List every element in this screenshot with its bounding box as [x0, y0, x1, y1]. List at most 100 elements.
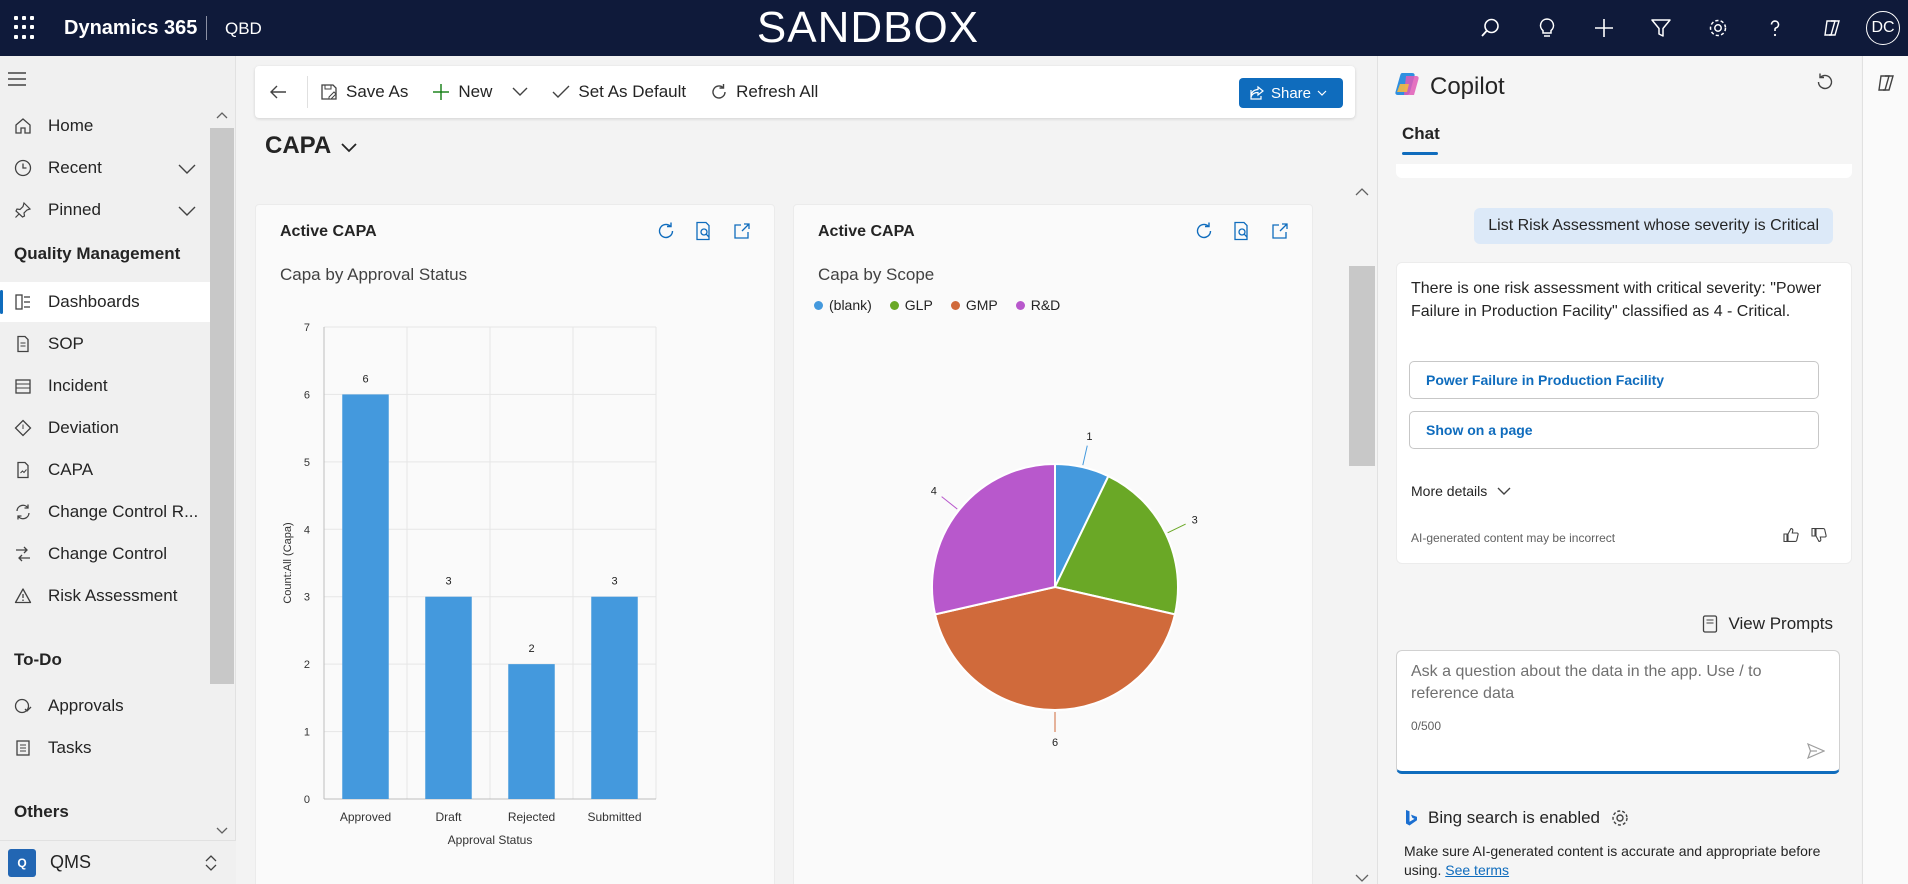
view-records-icon[interactable]	[1230, 219, 1254, 243]
chart-legend: (blank) GLP GMP R&D	[814, 297, 1060, 313]
thumbs-up-icon[interactable]	[1783, 527, 1799, 548]
view-prompts-label: View Prompts	[1728, 614, 1833, 633]
nav-item-home[interactable]: Home	[0, 106, 210, 146]
y-tick-label: 5	[304, 457, 310, 469]
nav-item-change-control[interactable]: Change Control	[0, 534, 210, 574]
nav-item-incident[interactable]: Incident	[0, 366, 210, 406]
expand-chart-icon[interactable]	[730, 219, 754, 243]
legend-item[interactable]: GMP	[950, 297, 998, 313]
back-arrow-icon	[270, 85, 286, 99]
side-pane-strip	[1862, 56, 1908, 884]
nav-item-recent[interactable]: Recent	[0, 148, 210, 188]
y-tick-label: 1	[304, 727, 310, 739]
chevron-down-icon[interactable]	[178, 160, 196, 180]
sync-icon	[12, 503, 34, 521]
legend-item[interactable]: (blank)	[814, 297, 872, 313]
refresh-icon[interactable]	[654, 219, 678, 243]
nav-item-approvals[interactable]: Approvals	[0, 686, 210, 726]
nav-item-label: Incident	[48, 376, 108, 395]
tasks-icon	[12, 739, 34, 757]
app-brand[interactable]: Dynamics 365	[64, 17, 198, 39]
copilot-icon[interactable]	[1875, 72, 1897, 99]
app-area-name[interactable]: QBD	[225, 19, 262, 38]
show-on-page-button[interactable]: Show on a page	[1409, 411, 1819, 449]
bar-chart: 0 1 2 3 4 5 6 7 6 Approved 3 Draft 2 Rejected 3 Submitt…	[282, 322, 657, 847]
diamond-icon	[12, 419, 34, 437]
scroll-down-icon[interactable]	[216, 822, 228, 840]
pin-icon	[12, 201, 34, 219]
copilot-response-card: There is one risk assessment with critic…	[1396, 262, 1852, 564]
refresh-icon[interactable]	[1192, 219, 1216, 243]
previous-message-card	[1396, 164, 1852, 178]
area-switcher[interactable]: Q QMS	[0, 840, 236, 884]
copilot-pane: Copilot Chat List Risk Assessment whose …	[1377, 56, 1861, 884]
chevron-down-icon[interactable]	[512, 87, 528, 97]
refresh-all-label: Refresh All	[736, 82, 819, 101]
app-launcher-icon[interactable]	[14, 16, 38, 40]
thumbs-down-icon[interactable]	[1811, 527, 1827, 548]
chevron-down-icon[interactable]	[178, 202, 196, 222]
y-tick-label: 3	[304, 592, 310, 604]
checkmark-icon	[552, 85, 570, 98]
nav-item-dashboards[interactable]: Dashboards	[0, 282, 210, 322]
search-icon[interactable]	[1461, 0, 1518, 56]
expand-chart-icon[interactable]	[1268, 219, 1292, 243]
gear-icon[interactable]	[1689, 0, 1746, 56]
new-button[interactable]: New	[420, 66, 540, 118]
back-button[interactable]	[255, 66, 307, 118]
nav-item-capa[interactable]: CAPA	[0, 450, 210, 490]
set-as-default-label: Set As Default	[578, 82, 687, 101]
set-as-default-button[interactable]: Set As Default	[540, 66, 698, 118]
legend-item[interactable]: R&D	[1015, 297, 1060, 313]
user-avatar[interactable]: DC	[1866, 11, 1900, 45]
gear-icon[interactable]	[1610, 808, 1630, 828]
refresh-all-button[interactable]: Refresh All	[698, 66, 830, 118]
main-scrollbar[interactable]	[1349, 188, 1375, 884]
lightbulb-icon[interactable]	[1518, 0, 1575, 56]
prompt-book-icon	[1703, 615, 1718, 633]
view-records-icon[interactable]	[692, 219, 716, 243]
view-prompts-button[interactable]: View Prompts	[1702, 614, 1833, 634]
save-as-button[interactable]: Save As	[308, 66, 420, 118]
scrollbar-thumb[interactable]	[1349, 266, 1375, 466]
record-link-button[interactable]: Power Failure in Production Facility	[1409, 361, 1819, 399]
dashboard-selector[interactable]: CAPA	[265, 132, 357, 160]
nav-item-change-control-request[interactable]: Change Control R...	[0, 492, 210, 532]
nav-item-label: Deviation	[48, 418, 119, 437]
filter-icon[interactable]	[1632, 0, 1689, 56]
nav-item-label: Dashboards	[48, 292, 140, 311]
nav-item-pinned[interactable]: Pinned	[0, 190, 210, 230]
help-icon[interactable]	[1746, 0, 1803, 56]
copilot-input[interactable]: Ask a question about the data in the app…	[1396, 650, 1840, 774]
bar	[591, 596, 638, 799]
home-icon	[12, 117, 34, 135]
data-label: 3	[445, 576, 451, 588]
copilot-logo-icon	[1394, 70, 1422, 103]
legend-swatch	[950, 300, 960, 310]
calendar-icon	[12, 377, 34, 395]
share-button[interactable]: Share	[1239, 78, 1343, 108]
nav-item-risk-assessment[interactable]: Risk Assessment	[0, 576, 210, 616]
nav-item-sop[interactable]: SOP	[0, 324, 210, 364]
scroll-up-icon[interactable]	[216, 106, 228, 124]
scroll-down-icon[interactable]	[1355, 874, 1369, 882]
nav-item-label: CAPA	[48, 460, 94, 479]
nav-group-quality-management: Quality Management	[14, 244, 181, 263]
scroll-up-icon[interactable]	[1355, 188, 1369, 196]
nav-item-deviation[interactable]: Deviation	[0, 408, 210, 448]
legend-item[interactable]: GLP	[889, 297, 933, 313]
send-icon[interactable]	[1806, 742, 1826, 764]
data-label: 6	[362, 373, 368, 385]
more-details-toggle[interactable]: More details	[1411, 483, 1511, 499]
plus-icon[interactable]	[1575, 0, 1632, 56]
hamburger-menu-icon[interactable]	[8, 72, 26, 91]
dashboard-title: CAPA	[265, 132, 332, 159]
tab-chat[interactable]: Chat	[1402, 124, 1440, 143]
y-tick-label: 6	[304, 389, 310, 401]
nav-item-tasks[interactable]: Tasks	[0, 728, 210, 768]
refresh-icon[interactable]	[1815, 72, 1835, 97]
copilot-icon[interactable]	[1803, 0, 1860, 56]
bing-logo-icon	[1406, 810, 1417, 826]
nav-scrollbar[interactable]	[210, 128, 234, 684]
see-terms-link[interactable]: See terms	[1445, 862, 1510, 878]
